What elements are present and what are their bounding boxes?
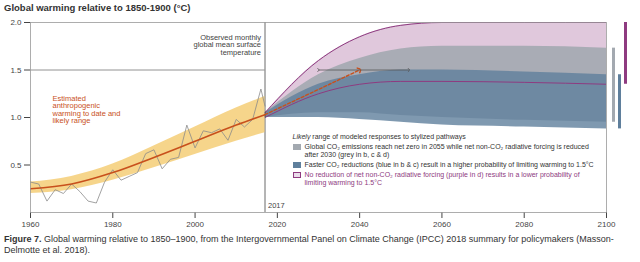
svg-text:1.5: 1.5 xyxy=(10,66,22,75)
html-text:No reduction of net non-CO₂ ra: No reduction of net non-CO₂ radiative fo… xyxy=(304,171,580,187)
svg-text:2080: 2080 xyxy=(515,220,533,229)
svg-text:1960: 1960 xyxy=(22,220,40,229)
html-text:Faster CO₂ reductions (blue in: Faster CO₂ reductions (blue in b & c) re… xyxy=(304,161,594,169)
svg-text:2040: 2040 xyxy=(351,220,369,229)
svg-text:1980: 1980 xyxy=(104,220,122,229)
svg-text:2060: 2060 xyxy=(433,220,451,229)
svg-text:2000: 2000 xyxy=(186,220,204,229)
svg-text:2017: 2017 xyxy=(268,201,285,210)
svg-text:Estimatedanthropogenicwarming: Estimatedanthropogenicwarming to date an… xyxy=(52,94,121,126)
svg-text:0.5: 0.5 xyxy=(10,161,22,170)
html-text:Figure 7. Global warming relat: Figure 7. Global warming relative to 185… xyxy=(4,234,614,255)
svg-text:Observed monthlyglobal mean su: Observed monthlyglobal mean surfacetempe… xyxy=(193,33,261,57)
html-text:Likely range of modeled respon: Likely range of modeled responses to sty… xyxy=(292,133,466,141)
html-text:Global warming relative to 185: Global warming relative to 1850-1900 (°C… xyxy=(4,2,191,13)
svg-text:2.0: 2.0 xyxy=(10,18,22,27)
svg-text:2100: 2100 xyxy=(598,220,616,229)
svg-text:2020: 2020 xyxy=(268,220,286,229)
html-text:Global CO₂ emissions reach net: Global CO₂ emissions reach net zero in 2… xyxy=(304,143,589,159)
svg-text:1.0: 1.0 xyxy=(10,113,22,122)
